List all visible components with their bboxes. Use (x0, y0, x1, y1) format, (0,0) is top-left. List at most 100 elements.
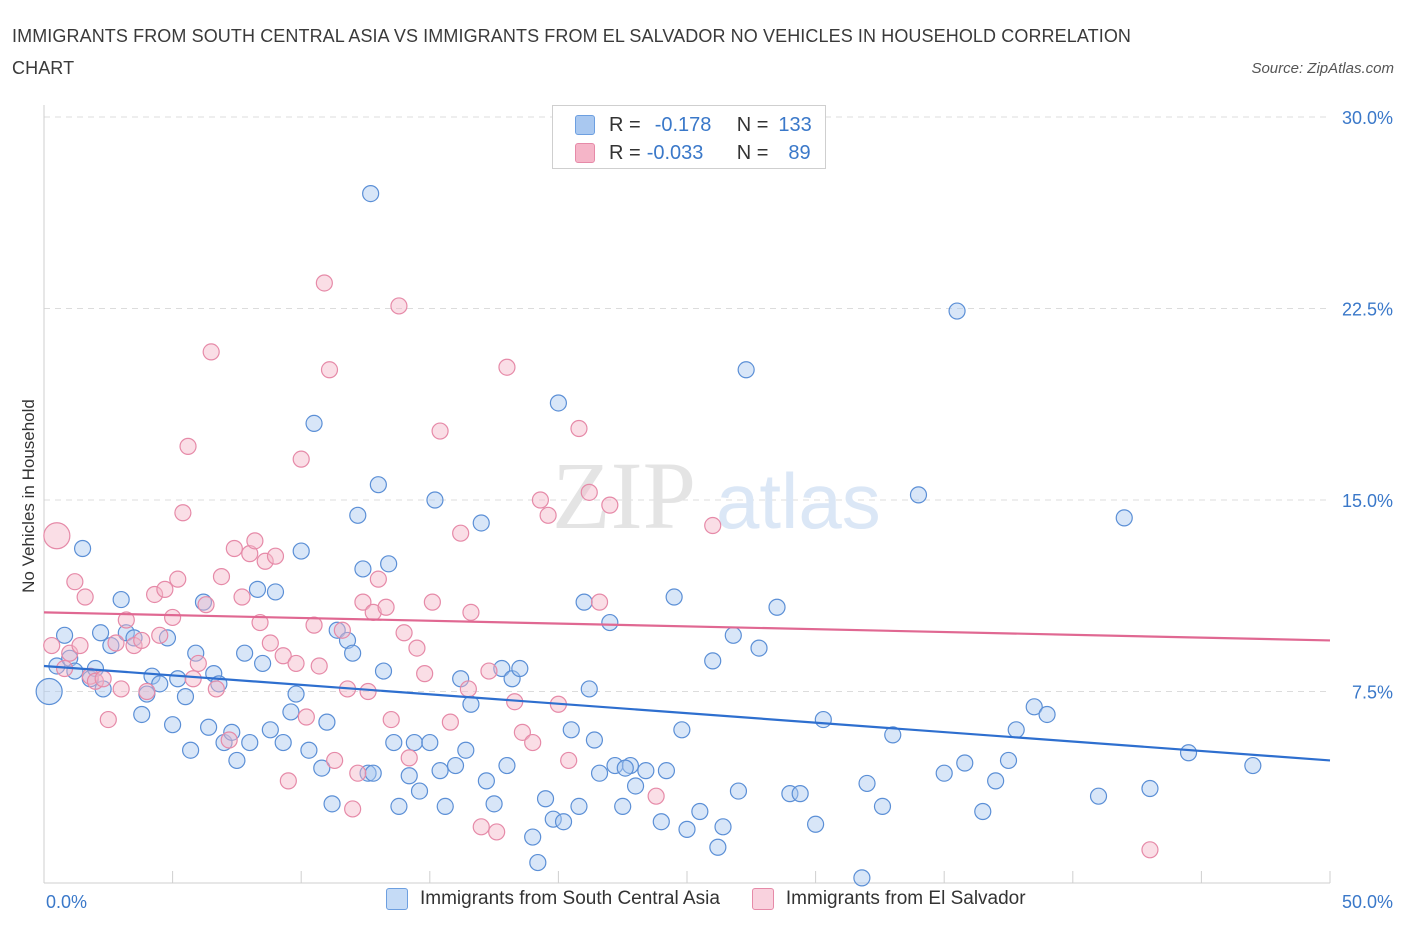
data-point (43, 636, 61, 655)
data-point (601, 496, 619, 514)
data-point (652, 813, 670, 831)
watermark: ZIP atlas (552, 442, 881, 549)
data-point (1025, 698, 1043, 716)
data-point (1089, 787, 1108, 805)
y-tick-label: 22.5% (1342, 300, 1393, 320)
data-point (380, 555, 398, 573)
data-point (493, 659, 511, 678)
data-point (320, 361, 339, 379)
data-point (858, 774, 876, 793)
watermark-zip: ZIP (552, 442, 696, 549)
data-point (410, 782, 429, 800)
data-point (626, 777, 645, 795)
data-point (287, 654, 305, 673)
data-point (446, 756, 465, 775)
legend-swatch-pink (751, 888, 774, 910)
data-point (187, 644, 205, 662)
legend-swatch-blue (386, 888, 408, 910)
data-point (673, 721, 691, 739)
data-point (225, 539, 243, 558)
data-point (164, 716, 182, 734)
data-point (117, 611, 135, 629)
r-value: -0.178 (654, 113, 712, 136)
data-point (426, 491, 444, 509)
data-point (853, 869, 871, 887)
data-point (1141, 779, 1159, 798)
data-point (228, 751, 246, 770)
data-point (35, 677, 63, 706)
data-point (873, 797, 892, 816)
data-point (310, 657, 328, 675)
data-point (524, 733, 542, 752)
source-label: Source: ZipAtlas.com (1251, 60, 1394, 77)
r-value: -0.033 (646, 141, 704, 164)
data-point (709, 838, 727, 856)
data-point (73, 539, 92, 558)
r-label: R = (609, 113, 641, 136)
data-point (164, 608, 182, 627)
data-point (241, 545, 259, 563)
legend-swatch-pink (575, 143, 595, 163)
data-point (377, 598, 395, 616)
data-point (1038, 705, 1056, 724)
data-point (647, 787, 665, 805)
trend-line-0 (43, 664, 1331, 762)
data-point (241, 733, 259, 752)
data-point (1179, 744, 1198, 762)
data-point (390, 797, 408, 816)
data-point (616, 759, 634, 777)
data-point (151, 675, 169, 693)
data-point (400, 749, 418, 767)
data-point (549, 394, 568, 412)
y-tick-label: 30.0% (1342, 108, 1393, 128)
data-point (318, 713, 336, 731)
data-point (472, 818, 490, 836)
data-point (562, 721, 580, 739)
data-point (212, 567, 231, 586)
data-point (328, 621, 346, 639)
data-point (431, 762, 449, 780)
data-point (76, 588, 94, 606)
data-point (184, 670, 202, 688)
data-point (665, 588, 683, 606)
data-point (246, 532, 264, 550)
data-point (714, 818, 732, 836)
legend-item-el-salvador: Immigrants from El Salvador (751, 888, 1026, 910)
series-0 (35, 185, 1262, 887)
data-point (956, 754, 974, 772)
n-label: N = (736, 113, 769, 136)
data-point (176, 688, 195, 706)
data-point (580, 680, 598, 698)
data-point (511, 659, 529, 678)
data-point (333, 621, 351, 639)
data-point (704, 516, 722, 535)
data-point (570, 419, 588, 438)
data-point (338, 631, 357, 650)
data-point (614, 797, 632, 816)
data-point (315, 274, 333, 292)
x-tick-label: 50.0% (1342, 892, 1393, 912)
data-point (909, 486, 928, 504)
data-point (326, 751, 344, 770)
data-point (174, 504, 192, 522)
data-point (254, 654, 272, 673)
data-point (472, 514, 490, 532)
data-point (251, 613, 269, 632)
data-point (560, 751, 578, 770)
legend-swatch-blue (575, 115, 595, 135)
data-point (71, 636, 89, 655)
data-point (524, 828, 542, 846)
data-point (220, 731, 238, 749)
data-point (287, 685, 305, 703)
data-point (488, 823, 506, 841)
data-point (292, 450, 310, 468)
data-point (362, 185, 380, 203)
data-point (395, 624, 413, 642)
data-point (43, 522, 71, 550)
data-point (999, 751, 1018, 770)
data-point (724, 626, 742, 644)
data-point (400, 767, 418, 785)
data-point (423, 593, 441, 611)
data-point (691, 802, 709, 821)
chart-title: IMMIGRANTS FROM SOUTH CENTRAL ASIA VS IM… (12, 26, 1132, 78)
